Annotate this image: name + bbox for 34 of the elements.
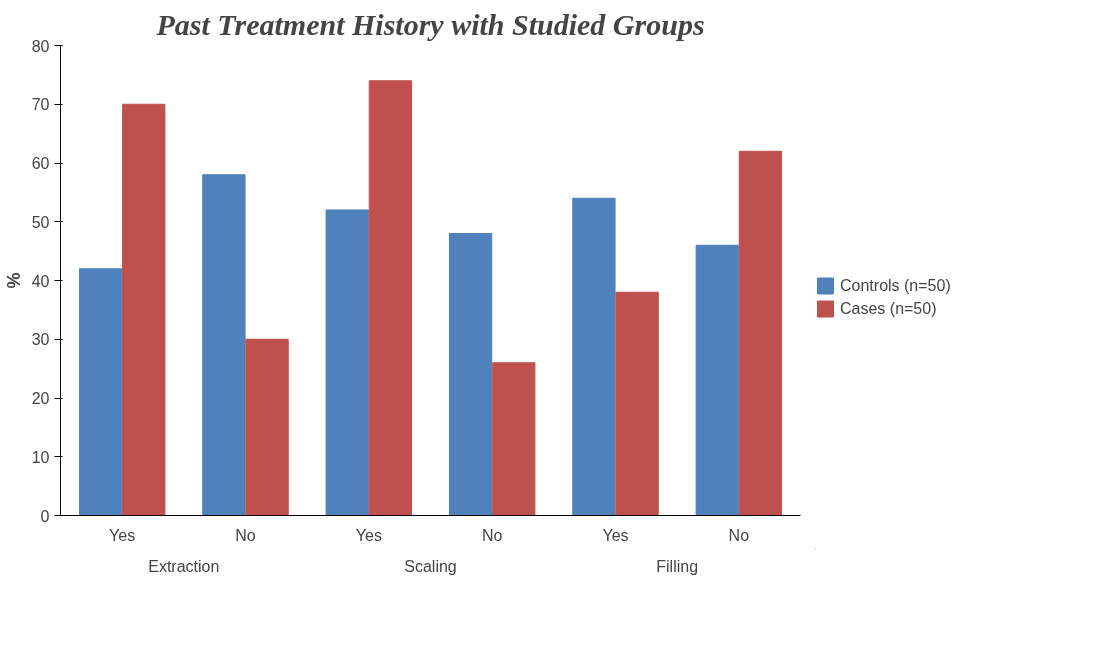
- y-tick-label: 40: [31, 272, 50, 290]
- legend-label: Controls (n=50): [840, 276, 951, 294]
- bar: [368, 80, 413, 516]
- bar: [202, 174, 246, 516]
- y-tick-label: 50: [31, 213, 50, 231]
- y-tick-label: 70: [31, 96, 50, 114]
- text: Filling: [656, 557, 699, 575]
- chart-title: Past Treatment History with Studied Groups: [155, 7, 705, 41]
- y-tick-label: 60: [31, 155, 50, 172]
- y-tick-label: 10: [31, 448, 50, 466]
- y-axis-title: %: [3, 272, 24, 289]
- y-tick-label: 30: [31, 331, 50, 349]
- bar: [245, 338, 289, 516]
- x-tick-label: No: [235, 526, 256, 544]
- x-tick-label: Yes: [602, 526, 629, 544]
- y-tick-label: 0: [40, 507, 50, 525]
- x-tick-label: No: [728, 526, 750, 544]
- bar: [492, 362, 536, 516]
- bar: [615, 291, 659, 516]
- text: Extraction: [148, 557, 220, 575]
- text: Scaling: [404, 557, 457, 575]
- x-tick-label: No: [481, 526, 503, 544]
- bar: [122, 103, 166, 516]
- bar: [448, 233, 493, 516]
- bar: [572, 197, 616, 516]
- y-tick-label: 80: [31, 37, 50, 55]
- x-tick-label: Yes: [355, 526, 382, 544]
- bar: [695, 244, 739, 516]
- bar: [738, 150, 783, 516]
- bar: [325, 209, 369, 516]
- x-tick-label: Yes: [109, 526, 136, 544]
- y-tick-label: 20: [31, 390, 50, 407]
- bar: [78, 268, 123, 516]
- legend-label: Cases (n=50): [840, 299, 937, 317]
